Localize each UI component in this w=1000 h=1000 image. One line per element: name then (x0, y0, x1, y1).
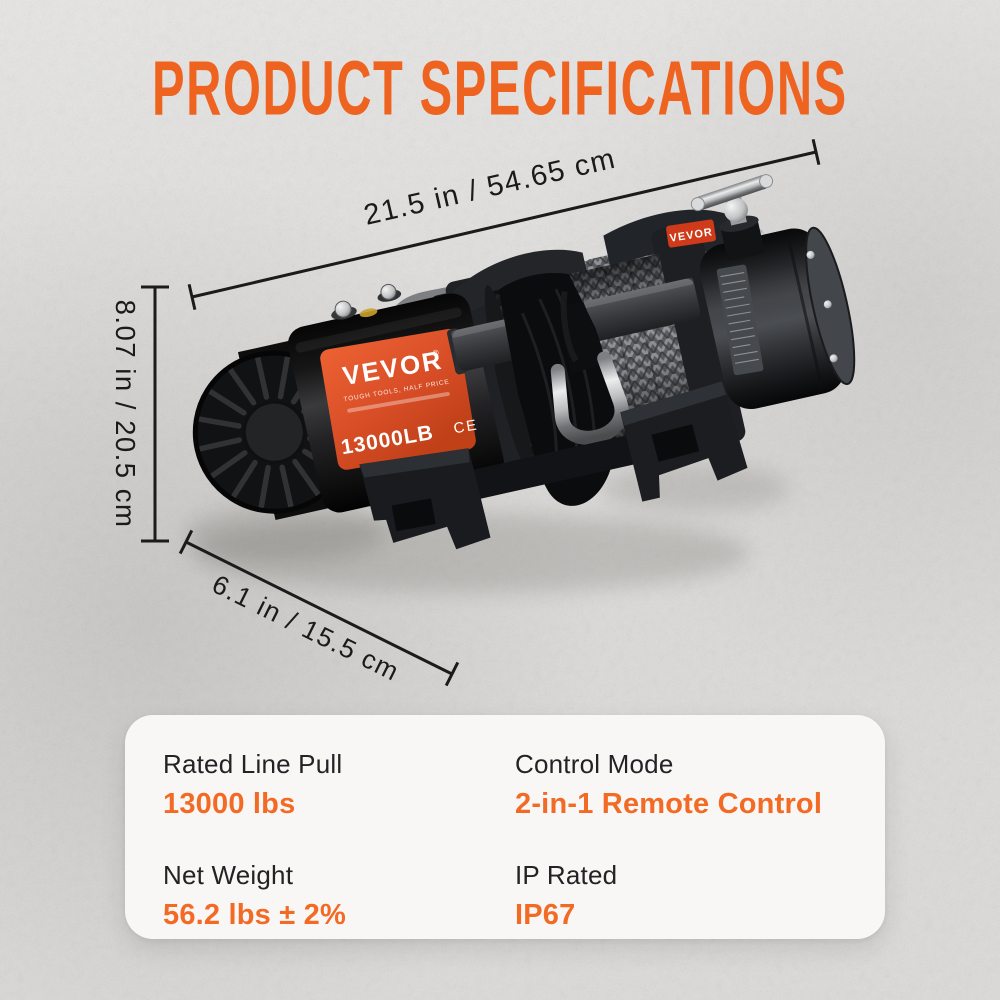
spec-card: Rated Line Pull 13000 lbs Control Mode 2… (125, 715, 885, 939)
winch-gear-housing: VEVOR (666, 219, 856, 409)
spec-item-rated-line-pull: Rated Line Pull 13000 lbs (163, 751, 515, 829)
dimension-annotations (141, 138, 821, 687)
height-dimension-label: 8.07 in / 20.5 cm (110, 300, 141, 529)
spec-item-control-mode: Control Mode 2-in-1 Remote Control (515, 751, 865, 829)
drum-brand-label: VEVOR (666, 219, 716, 248)
spec-label: Rated Line Pull (163, 749, 343, 779)
spec-value: 13000 lbs (163, 788, 296, 820)
yellow-washer (359, 308, 378, 318)
bolt (334, 300, 352, 318)
spec-value: 2-in-1 Remote Control (515, 788, 823, 820)
mounting-feet (359, 381, 748, 550)
bolt (380, 283, 397, 300)
rope-clip (560, 291, 579, 363)
spec-item-ip-rated: IP Rated IP67 (515, 862, 865, 940)
dimension-line-height (141, 285, 169, 543)
spec-sticker (716, 264, 764, 376)
dimension-line-depth (178, 529, 460, 687)
winch-clutch-lever (690, 174, 774, 261)
spec-item-net-weight: Net Weight 56.2 lbs ± 2% (163, 862, 515, 940)
registered-mark: ® (432, 348, 439, 358)
spec-label: Control Mode (515, 749, 674, 779)
spec-label: Net Weight (163, 859, 294, 890)
ce-mark: CE (452, 416, 479, 437)
spec-label: IP Rated (515, 859, 618, 890)
winch-hook-thimble (550, 351, 629, 445)
spec-value: 56.2 lbs ± 2% (163, 898, 346, 931)
dimension-line-length (187, 138, 821, 311)
spec-value: IP67 (515, 898, 576, 931)
brand-label: VEVOR ® TOUGH TOOLS, HALF PRICE 13000LB … (320, 328, 480, 470)
winch-product-image: VEVOR (192, 174, 856, 550)
